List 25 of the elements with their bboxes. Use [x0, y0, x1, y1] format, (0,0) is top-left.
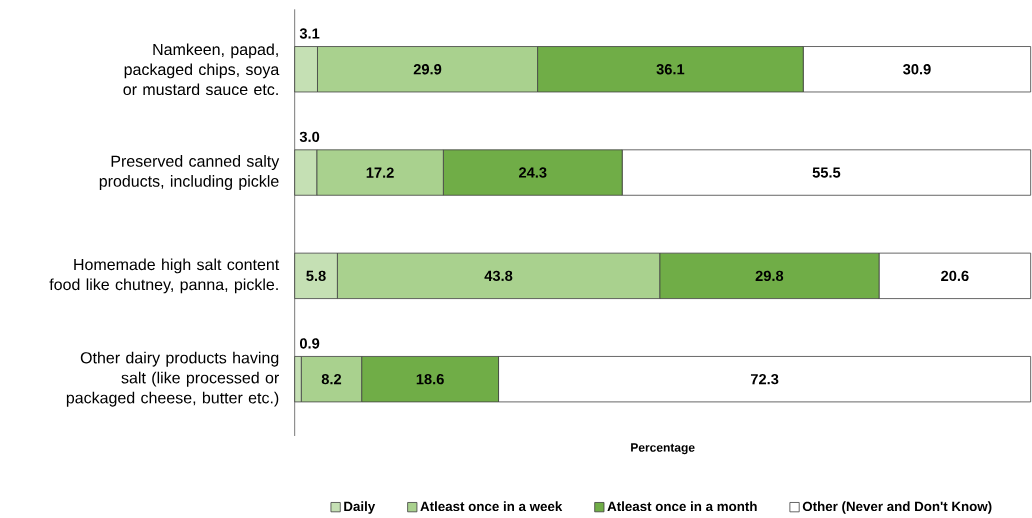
legend-label: Atleast once in a week: [420, 501, 563, 511]
y-tick-label: Homemade high salt content food like chutney, panna, pickle.: [49, 258, 280, 294]
data-label: 24.3: [519, 167, 547, 178]
data-label: 3.1: [299, 28, 320, 39]
x-axis-title: Percentage: [631, 443, 695, 455]
data-label: 20.6: [941, 270, 969, 281]
data-label: 36.1: [656, 63, 685, 75]
data-label: 5.8: [306, 270, 326, 281]
legend-label: Daily: [344, 501, 376, 514]
data-label: 8.2: [321, 373, 342, 385]
data-label: 72.3: [750, 373, 779, 385]
y-tick-label: Namkeen, papad, packaged chips, soya or mustard sauce etc.: [123, 43, 280, 95]
data-label: 29.8: [755, 270, 784, 281]
data-label: 30.9: [903, 63, 931, 75]
data-label: 43.8: [484, 270, 513, 281]
y-tick-label: Other dairy products having salt (like processed or packaged cheese, butter etc.): [66, 351, 279, 407]
data-label: 29.9: [413, 63, 442, 75]
data-label: 55.5: [812, 167, 841, 178]
data-label: 0.9: [299, 338, 320, 349]
data-label: 18.6: [416, 373, 444, 385]
y-tick-label: Preserved canned salty products, including pickle: [99, 154, 280, 190]
data-label: 17.2: [366, 167, 394, 178]
legend-label: Atleast once in a month: [607, 501, 757, 511]
legend-label: Other (Never and Don't Know): [802, 501, 992, 514]
data-label: 3.0: [299, 131, 320, 142]
